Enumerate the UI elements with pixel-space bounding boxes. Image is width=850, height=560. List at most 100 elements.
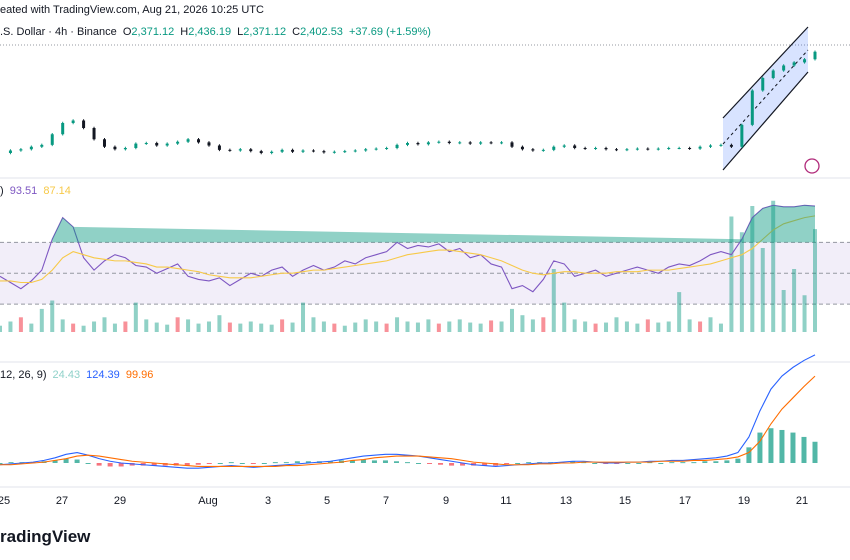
volume-bar (604, 322, 609, 332)
macd-histogram-bar (405, 462, 410, 464)
candle-body (228, 149, 232, 151)
volume-bar (217, 315, 222, 332)
macd-histogram-bar (74, 459, 80, 463)
volume-bar (551, 269, 556, 332)
volume-bar (290, 322, 295, 332)
candle-body (364, 149, 368, 151)
candle-body (635, 148, 639, 150)
macd-histogram-bar (294, 461, 300, 463)
volume-bar (39, 308, 44, 332)
x-tick-label: 25 (0, 495, 11, 507)
candle-body (113, 146, 117, 150)
volume-bar (457, 319, 462, 332)
candle-body (688, 148, 692, 149)
candle-body (176, 141, 180, 144)
x-tick-label: 9 (442, 495, 450, 507)
macd-histogram-bar (206, 463, 212, 464)
candle-body (82, 120, 86, 128)
close-label: C (292, 26, 301, 38)
volume-bar (353, 322, 358, 332)
volume-bar (698, 321, 703, 332)
macd-histogram-bar (691, 462, 697, 464)
volume-bar (92, 321, 97, 332)
volume-bar (645, 319, 650, 332)
candle-body (197, 139, 201, 143)
macd-histogram-bar (8, 462, 14, 464)
macd-line (0, 354, 816, 469)
candle-body (750, 90, 754, 125)
candle-body (625, 149, 629, 151)
candle-body (677, 148, 681, 149)
candle-body (311, 150, 315, 152)
channel-lower-line (722, 71, 809, 171)
created-label: eated with TradingView.com, Aug 21, 2026… (0, 4, 264, 16)
volume-bar (102, 317, 107, 332)
candle-body (29, 146, 33, 150)
volume-bar (760, 248, 765, 332)
candle-body (458, 142, 462, 144)
volume-bar (269, 324, 274, 332)
candle-body (353, 150, 357, 152)
volume-bar (750, 206, 755, 332)
x-tick-label: 19 (737, 495, 751, 507)
macd-histogram-bar (790, 432, 796, 463)
candle-body (61, 123, 65, 135)
macd-histogram-bar (272, 462, 278, 464)
volume-bar (0, 325, 2, 332)
candle-body (761, 78, 765, 91)
candle-body (395, 144, 399, 148)
rsi-overbought-fill (52, 205, 815, 243)
candle-body (792, 62, 796, 66)
volume-bar (332, 323, 337, 332)
macd-histogram-bar (735, 458, 741, 463)
candle-body (614, 149, 618, 151)
candle-body (249, 149, 253, 152)
macd-histogram-bar (239, 463, 245, 464)
volume-bar (248, 321, 253, 332)
volume-bar (468, 322, 473, 332)
macd-histogram-bar (250, 463, 256, 464)
macd-histogram-bar (184, 463, 190, 466)
candle-body (709, 145, 713, 147)
macd-histogram-bar (195, 463, 201, 465)
macd-histogram-bar (636, 463, 642, 464)
x-tick-label: 7 (382, 495, 390, 507)
volume-bar (71, 323, 76, 332)
macd-histogram-bar (801, 436, 807, 463)
rsi-ma-line (0, 215, 816, 284)
macd-histogram-bar (658, 463, 664, 464)
volume-bar (583, 321, 588, 332)
macd-histogram-bar (570, 461, 576, 463)
volume-bar (656, 322, 661, 332)
volume-bar (635, 323, 640, 332)
volume-bar (792, 269, 797, 332)
volume-bar (426, 319, 431, 332)
macd-histogram-bar (151, 463, 157, 466)
candle-body (19, 149, 23, 151)
macd-signal-value: 99.96 (125, 369, 154, 381)
candle-body (520, 146, 524, 150)
x-tick-label: Aug (198, 495, 218, 507)
macd-histogram-bar (713, 461, 719, 463)
volume-bar (227, 322, 232, 332)
candle-body (719, 144, 723, 146)
volume-bar (395, 317, 400, 332)
volume-bar (687, 319, 692, 332)
candle-body (562, 145, 566, 147)
candle-body (740, 124, 744, 147)
channel-fill (723, 27, 808, 170)
candle-body (343, 151, 347, 153)
volume-bar (499, 321, 504, 332)
volume-bar (311, 317, 316, 332)
macd-histogram-bar (515, 463, 521, 464)
candle-body (468, 142, 472, 144)
rsi-legend: ) 93.51 87.14 (0, 185, 74, 197)
volume-bar (301, 302, 306, 332)
macd-histogram-value: 24.43 (52, 369, 81, 381)
x-tick-label: 5 (323, 495, 331, 507)
macd-histogram-bar (680, 462, 686, 464)
volume-bar (530, 319, 535, 332)
signal-line (0, 375, 816, 468)
volume-bar (342, 325, 347, 332)
candle-body (803, 59, 807, 63)
